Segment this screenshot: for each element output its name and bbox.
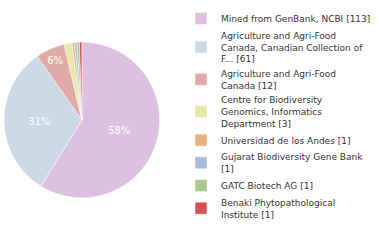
svg-text:Mined from GenBank, NCBI [113]: Mined from GenBank, NCBI [113]	[221, 14, 370, 24]
svg-text:58%: 58%	[108, 125, 130, 136]
svg-text:Centre for BiodiversityGenomic: Centre for BiodiversityGenomics, Informa…	[221, 95, 323, 128]
svg-text:Benaki PhytopathologicalInstit: Benaki PhytopathologicalInstitute [1]	[221, 198, 335, 220]
svg-text:Universidad de los Andes [1]: Universidad de los Andes [1]	[221, 136, 350, 146]
svg-text:Agriculture and Agri-FoodCanad: Agriculture and Agri-FoodCanada [12]	[221, 69, 336, 91]
svg-text:6%: 6%	[47, 55, 63, 66]
svg-text:Gujarat Biodiversity Gene Bank: Gujarat Biodiversity Gene Bank[1]	[221, 152, 363, 174]
svg-text:GATC Biotech AG [1]: GATC Biotech AG [1]	[221, 181, 313, 191]
svg-text:Agriculture and Agri-FoodCanad: Agriculture and Agri-FoodCanada, Canadia…	[221, 31, 363, 64]
svg-text:31%: 31%	[28, 116, 50, 127]
